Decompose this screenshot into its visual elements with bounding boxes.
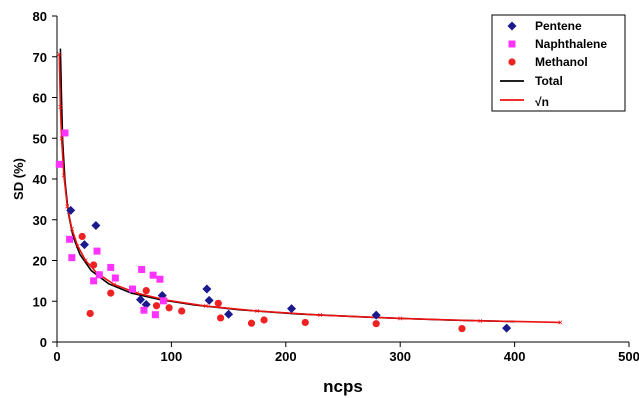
legend-pentene-marker	[507, 21, 517, 31]
x-tick-label: 100	[161, 349, 183, 364]
sqrt-n-marker: ×	[478, 316, 483, 326]
naphthalene-point	[159, 297, 167, 305]
methanol-point	[142, 287, 150, 295]
pentene-point	[79, 240, 89, 250]
y-tick-label: 80	[33, 9, 47, 24]
sqrt-n-marker: ×	[203, 301, 208, 311]
sqrt-n-marker: ×	[255, 306, 260, 316]
legend-methanol-marker	[508, 58, 516, 66]
methanol-point	[107, 289, 115, 297]
naphthalene-point	[61, 129, 69, 137]
sqrt-n-marker: ×	[65, 201, 70, 211]
sqrt-n-line	[58, 53, 561, 324]
plot-area: ××××××××××××××××××	[55, 48, 563, 333]
naphthalene-point	[111, 274, 119, 282]
methanol-point	[178, 307, 186, 315]
methanol-point	[216, 314, 225, 322]
sqrt-n-marker: ×	[75, 241, 80, 251]
pentene-point	[136, 295, 146, 305]
methanol-point	[165, 304, 173, 312]
sqrt-n-marker: ×	[558, 317, 563, 327]
x-tick-label: 500	[618, 349, 639, 364]
methanol-point	[152, 302, 161, 310]
sqrt-n-marker: ×	[83, 256, 88, 266]
naphthalene-point	[68, 254, 76, 262]
y-tick-label: 0	[40, 335, 47, 350]
legend-naphthalene-label: Naphthalene	[535, 37, 607, 51]
sqrt-n-marker: ×	[59, 133, 64, 143]
methanol-point	[247, 319, 256, 327]
naphthalene-point	[129, 285, 137, 293]
x-tick-label: 0	[53, 349, 60, 364]
legend: Pentene Naphthalene Methanol Total √n	[491, 14, 626, 112]
legend-pentene-label: Pentene	[535, 19, 582, 33]
naphthalene-point	[138, 265, 146, 273]
y-tick-label: 70	[33, 50, 47, 65]
pentene-point	[66, 205, 76, 215]
naphthalene-point	[66, 235, 74, 243]
methanol-point	[78, 232, 86, 241]
sqrt-n-marker: ×	[112, 280, 117, 290]
pentene-point	[502, 323, 512, 333]
x-axis-title: ncps	[323, 377, 363, 396]
legend-methanol-label: Methanol	[535, 55, 588, 69]
x-tick-label: 300	[389, 349, 411, 364]
methanol-point	[301, 318, 309, 327]
sqrt-n-marker: ×	[134, 288, 139, 298]
y-axis-title: SD (%)	[11, 158, 26, 200]
y-tick-label: 20	[33, 254, 47, 269]
y-tick-label: 30	[33, 213, 47, 228]
naphthalene-point	[149, 271, 157, 279]
sqrt-n-marker: ×	[69, 224, 74, 234]
y-ticks: 0 10 20 30 40 50 60 70 80	[33, 9, 57, 350]
pentene-point	[287, 304, 297, 314]
pentene-point	[202, 284, 212, 294]
x-tick-label: 200	[275, 349, 297, 364]
methanol-point	[90, 261, 98, 269]
sqrt-n-marker: ×	[58, 102, 63, 112]
legend-naphthalene-marker	[508, 40, 516, 48]
total-line	[59, 48, 515, 323]
naphthalene-point	[140, 306, 148, 314]
naphthalene-point	[90, 277, 98, 285]
methanol-point	[214, 299, 222, 307]
pentene-point	[371, 310, 381, 320]
methanol-point	[260, 316, 268, 324]
methanol-point	[458, 324, 466, 333]
y-tick-label: 10	[33, 294, 47, 309]
y-tick-label: 40	[33, 172, 47, 187]
naphthalene-point	[107, 263, 115, 271]
x-tick-label: 400	[504, 349, 526, 364]
naphthalene-point	[95, 271, 103, 279]
naphthalene-point	[151, 311, 159, 319]
y-tick-label: 60	[33, 91, 47, 106]
pentene-point	[91, 220, 101, 230]
naphthalene-point	[93, 247, 101, 255]
x-ticks: 0 100 200 300 400 500	[53, 342, 639, 364]
sqrt-n-marker: ×	[317, 310, 322, 320]
sqrt-n-marker: ×	[398, 313, 403, 323]
legend-total-label: Total	[535, 74, 563, 88]
sqrt-n-marker: ×	[57, 49, 62, 59]
sqrt-n-marker: ×	[61, 171, 66, 181]
methanol-point	[372, 320, 380, 328]
pentene-point	[224, 309, 234, 319]
y-tick-label: 50	[33, 131, 47, 146]
pentene-point	[204, 295, 214, 305]
legend-sqrt-n-label: √n	[535, 95, 549, 109]
naphthalene-point	[156, 275, 164, 283]
methanol-point	[86, 309, 94, 318]
naphthalene-point	[55, 160, 63, 168]
